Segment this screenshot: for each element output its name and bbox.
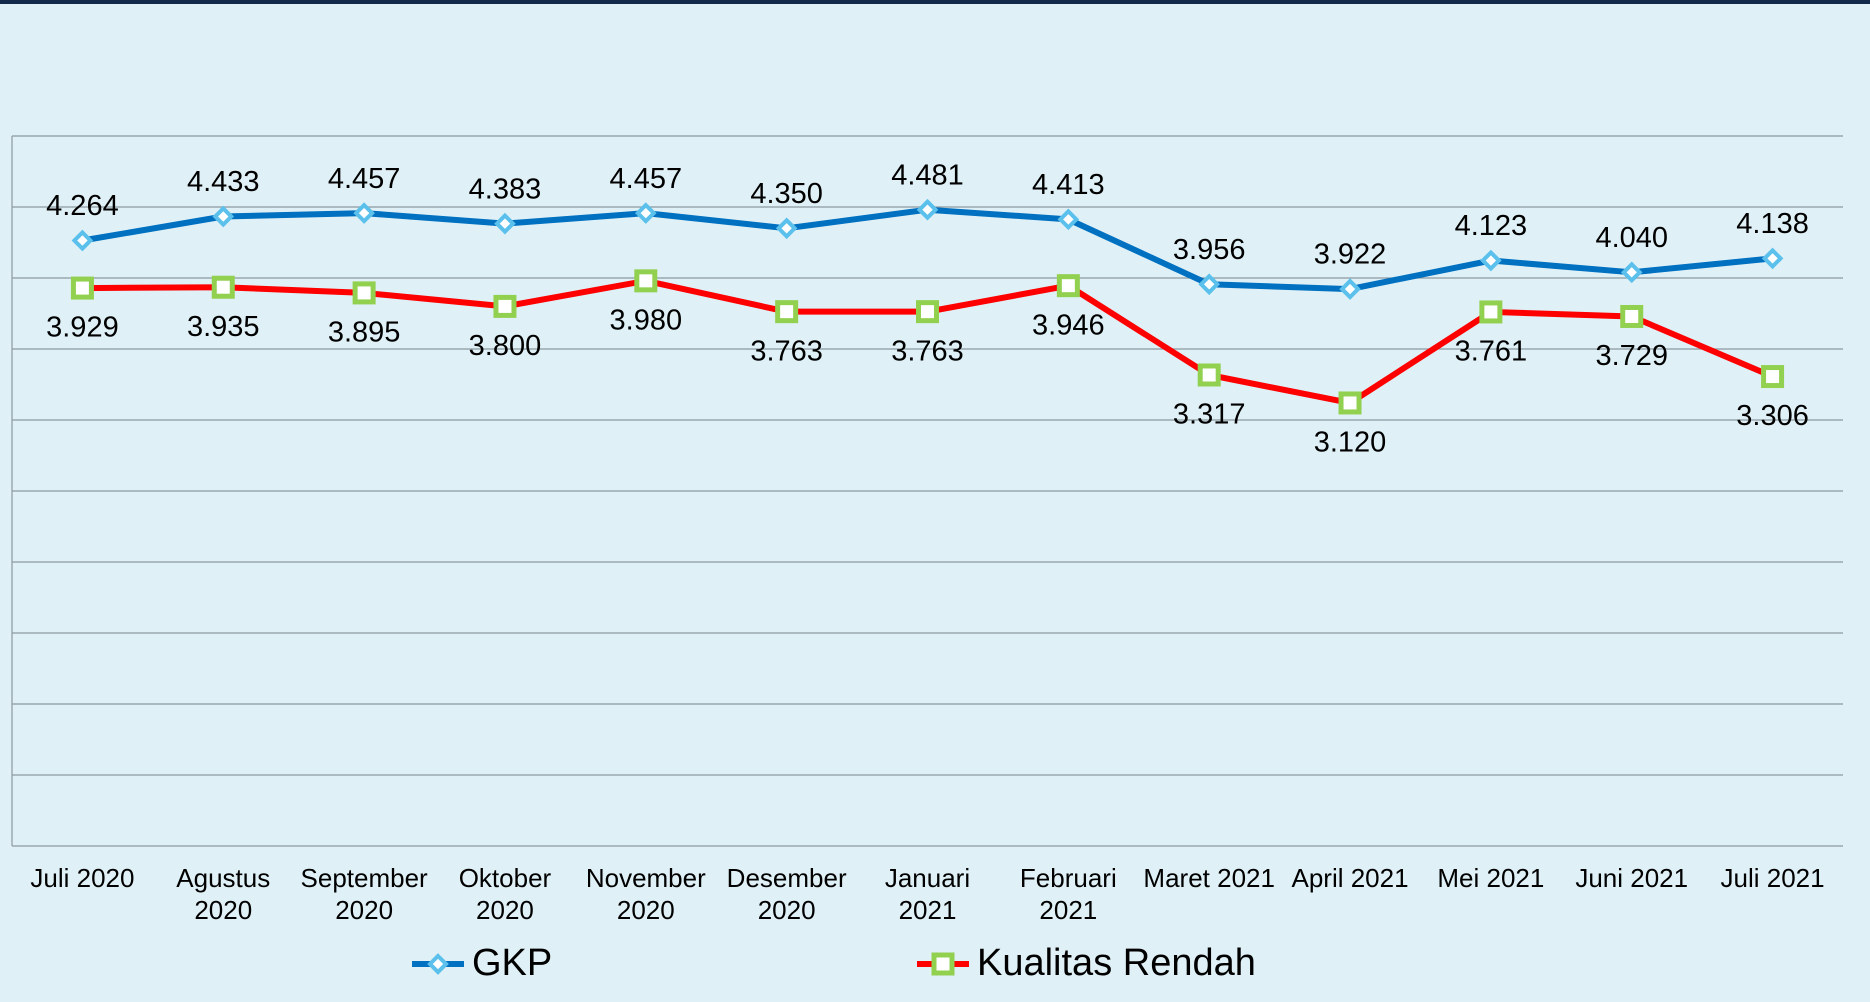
chart: 4.264 4.433 4.457 4.383 4.457 4.350 4.481 4.413… [0, 0, 1870, 1002]
data-label: 4.123 [1455, 210, 1528, 242]
marker [934, 955, 952, 973]
marker [73, 279, 91, 297]
data-label: 3.306 [1736, 400, 1809, 432]
data-label: 4.481 [891, 159, 964, 191]
data-label: 3.120 [1314, 427, 1387, 459]
data-label: 3.935 [187, 311, 260, 343]
data-label: 3.956 [1173, 234, 1246, 266]
data-label: 3.763 [750, 335, 823, 367]
data-label: 3.800 [469, 330, 542, 362]
marker [779, 220, 795, 236]
data-label: 4.413 [1032, 169, 1105, 201]
data-label: 3.763 [891, 335, 964, 367]
data-label: 3.980 [610, 304, 683, 336]
legend-item: GKP [412, 942, 552, 984]
legend-label: Kualitas Rendah [977, 942, 1256, 984]
x-tick-label: Juli 2020 [12, 862, 153, 894]
data-label: 4.457 [610, 163, 683, 195]
marker [1200, 366, 1218, 384]
marker [430, 956, 446, 972]
marker [778, 303, 796, 321]
data-label: 4.040 [1595, 222, 1668, 254]
x-tick-label: November 2020 [575, 862, 716, 926]
data-label: 3.946 [1032, 309, 1105, 341]
marker [497, 216, 513, 232]
legend-label: GKP [472, 942, 552, 984]
series: 3.929 3.935 3.895 3.800 3.980 3.763 3.763 3.946… [46, 272, 1809, 459]
x-tick-label: Maret 2021 [1139, 862, 1280, 894]
data-label: 4.264 [46, 190, 119, 222]
marker [1342, 281, 1358, 297]
data-label: 4.433 [187, 166, 260, 198]
data-label: 3.895 [328, 317, 401, 349]
data-label: 4.457 [328, 163, 401, 195]
x-tick-label: Juli 2021 [1702, 862, 1843, 894]
marker [496, 297, 514, 315]
series: 4.264 4.433 4.457 4.383 4.457 4.350 4.481 4.413… [46, 159, 1809, 297]
legend-item: Kualitas Rendah [917, 942, 1256, 984]
page: {"chart_data": {"type": "line", "categor… [0, 0, 1870, 1002]
data-label: 3.761 [1455, 336, 1528, 368]
x-tick-label: April 2021 [1280, 862, 1421, 894]
x-tick-label: Juni 2021 [1561, 862, 1702, 894]
marker [1483, 253, 1499, 269]
marker [74, 233, 90, 249]
marker [1341, 394, 1359, 412]
data-label: 3.922 [1314, 239, 1387, 271]
marker [1059, 277, 1077, 295]
x-tick-label: Oktober 2020 [435, 862, 576, 926]
marker [215, 209, 231, 225]
marker [1623, 307, 1641, 325]
data-label: 3.317 [1173, 399, 1246, 431]
data-label: 4.383 [469, 173, 542, 205]
marker [1482, 303, 1500, 321]
marker [1764, 368, 1782, 386]
marker [214, 278, 232, 296]
x-tick-label: September 2020 [294, 862, 435, 926]
data-label: 3.729 [1595, 340, 1668, 372]
x-tick-label: Desember 2020 [716, 862, 857, 926]
x-tick-label: Agustus 2020 [153, 862, 294, 926]
marker [637, 272, 655, 290]
data-label: 3.929 [46, 312, 119, 344]
data-label: 4.138 [1736, 208, 1809, 240]
data-label: 4.350 [750, 178, 823, 210]
marker [355, 284, 373, 302]
x-tick-label: Februari 2021 [998, 862, 1139, 926]
x-tick-label: Mei 2021 [1420, 862, 1561, 894]
marker [1765, 250, 1781, 266]
marker [920, 202, 936, 218]
marker [919, 303, 937, 321]
x-tick-label: Januari 2021 [857, 862, 998, 926]
